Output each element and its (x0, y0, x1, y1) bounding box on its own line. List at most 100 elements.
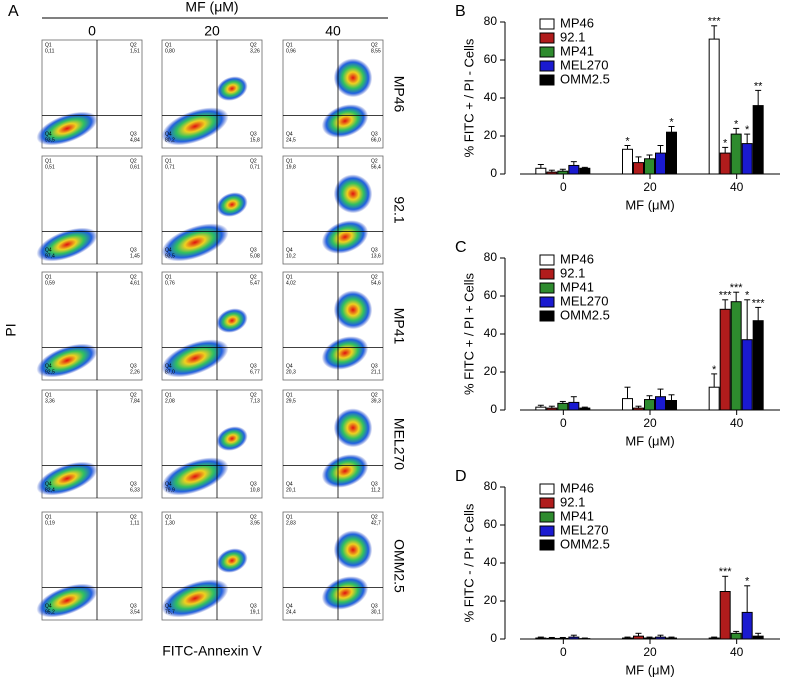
y-tick-label: 80 (484, 250, 498, 264)
quadrant-name: Q4 (286, 131, 293, 137)
legend-label: OMM2.5 (560, 307, 610, 322)
bar (708, 386, 720, 411)
bar (719, 591, 731, 640)
quadrant-value: 1,51 (130, 48, 140, 54)
legend-swatch (539, 497, 555, 509)
quadrant-value: 2,83 (286, 520, 296, 526)
quadrant-value: 54,6 (371, 280, 381, 286)
panel-label: C (455, 239, 467, 256)
legend-swatch (539, 310, 555, 322)
bar (535, 167, 547, 175)
bar (719, 308, 731, 411)
quadrant-name: Q1 (286, 274, 293, 280)
bar (666, 400, 677, 411)
quadrant-name: Q2 (371, 158, 378, 164)
quadrant-name: Q2 (130, 392, 137, 398)
column-label: 40 (325, 23, 341, 39)
legend-label: MP41 (560, 279, 594, 294)
bar (666, 637, 677, 640)
x-label: FITC-Annexin V (162, 643, 262, 659)
bar (622, 148, 633, 175)
density-blob (36, 461, 98, 496)
density-blob (161, 107, 229, 146)
quadrant-name: Q4 (165, 131, 172, 137)
bar (557, 402, 569, 411)
density-blob (36, 227, 98, 262)
legend-swatch (539, 525, 555, 537)
quadrant-value: 2,08 (165, 398, 175, 404)
quadrant-value: 3,95 (250, 520, 260, 526)
quadrant-value: 29,5 (286, 398, 296, 404)
quadrant-name: Q4 (45, 603, 52, 609)
legend-label: MEL270 (560, 522, 608, 537)
quadrant-name: Q4 (165, 481, 172, 487)
quadrant-name: Q2 (250, 158, 257, 164)
bar (535, 637, 547, 640)
panel-label: A (8, 3, 19, 20)
x-tick-label: 40 (730, 645, 744, 659)
quadrant-value: 79,9 (165, 487, 175, 493)
quadrant-name: Q4 (286, 363, 293, 369)
bar (644, 637, 655, 640)
y-label: % FITC - / PI + Cells (461, 503, 476, 622)
quadrant-value: 11,2 (371, 487, 381, 493)
legend-swatch (539, 46, 555, 58)
x-tick-label: 20 (643, 416, 657, 430)
quadrant-name: Q1 (45, 392, 52, 398)
quadrant-value: 93,5 (165, 253, 175, 259)
quadrant-name: Q1 (286, 392, 293, 398)
quadrant-name: Q3 (250, 481, 257, 487)
quadrant-value: 30,1 (371, 609, 381, 615)
x-tick-label: 20 (643, 645, 657, 659)
density-blob (333, 530, 373, 570)
quadrant-value: 0,71 (250, 164, 260, 170)
legend-label: MP41 (560, 508, 594, 523)
density-blob (333, 174, 373, 214)
quadrant-name: Q1 (286, 158, 293, 164)
legend-label: OMM2.5 (560, 536, 610, 551)
y-tick-label: 80 (484, 479, 498, 493)
quadrant-name: Q2 (250, 274, 257, 280)
quadrant-value: 3,36 (45, 398, 55, 404)
legend-label: MEL270 (560, 57, 608, 72)
quadrant-name: Q3 (371, 603, 378, 609)
panel-label: B (455, 3, 466, 20)
legend-label: MP46 (560, 251, 594, 266)
column-label: 20 (204, 23, 220, 39)
quadrant-name: Q3 (371, 363, 378, 369)
y-label: % FITC + / PI + Cells (461, 272, 476, 395)
bar (546, 407, 558, 411)
y-label: % FITC + / PI - Cells (461, 38, 476, 157)
panel-title: MF (μM) (185, 0, 238, 15)
x-label: MF (μM) (625, 197, 674, 212)
density-blob (321, 336, 369, 370)
quadrant-name: Q2 (371, 42, 378, 48)
quadrant-value: 39,3 (371, 398, 381, 404)
quadrant-value: 0,76 (165, 280, 175, 286)
quadrant-name: Q3 (130, 131, 137, 137)
y-tick-label: 60 (484, 52, 498, 66)
legend-label: MP46 (560, 480, 594, 495)
significance: *** (730, 282, 744, 294)
significance: * (712, 364, 717, 376)
quadrant-value: 20,1 (286, 487, 296, 493)
y-tick-label: 60 (484, 517, 498, 531)
quadrant-name: Q2 (371, 514, 378, 520)
quadrant-name: Q4 (45, 131, 52, 137)
quadrant-value: 75,7 (165, 609, 175, 615)
quadrant-name: Q4 (165, 603, 172, 609)
significance: * (723, 137, 728, 149)
bar (546, 171, 558, 175)
density-blob (321, 576, 369, 610)
bar (655, 396, 666, 411)
quadrant-value: 3,54 (130, 609, 140, 615)
y-tick-label: 20 (484, 128, 498, 142)
quadrant-name: Q3 (250, 131, 257, 137)
